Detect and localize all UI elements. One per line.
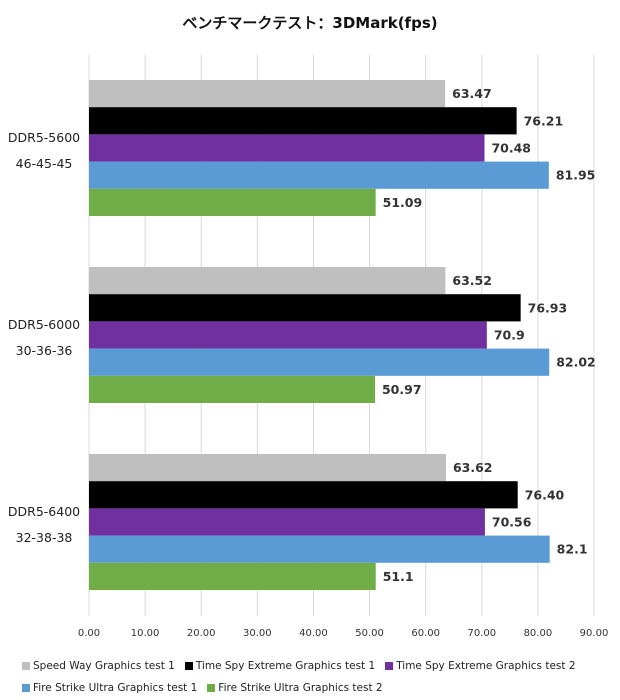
chart-title: ベンチマークテスト：3DMark(fps) bbox=[182, 14, 438, 32]
category-label: 30-36-36 bbox=[16, 343, 73, 358]
legend-label: Speed Way Graphics test 1 bbox=[33, 660, 175, 672]
legend-row: Fire Strike Ultra Graphics test 1 Fire St… bbox=[22, 677, 612, 699]
bar bbox=[89, 161, 549, 189]
bar bbox=[89, 481, 518, 509]
legend-label: Fire Strike Ultra Graphics test 1 bbox=[33, 682, 198, 694]
x-tick-label: 40.00 bbox=[299, 628, 328, 639]
legend-swatch bbox=[22, 684, 30, 692]
x-tick-label: 10.00 bbox=[131, 628, 160, 639]
legend: Speed Way Graphics test 1 Time Spy Extrem… bbox=[22, 655, 612, 699]
data-label: 81.95 bbox=[556, 168, 596, 183]
legend-item: Time Spy Extreme Graphics test 2 bbox=[385, 660, 576, 672]
data-label: 70.48 bbox=[491, 141, 531, 156]
bar bbox=[89, 294, 521, 322]
legend-row: Speed Way Graphics test 1 Time Spy Extrem… bbox=[22, 655, 612, 677]
legend-item: Time Spy Extreme Graphics test 1 bbox=[184, 660, 376, 672]
legend-item: Speed Way Graphics test 1 bbox=[22, 660, 175, 672]
bar bbox=[89, 134, 485, 162]
x-tick-label: 20.00 bbox=[187, 628, 216, 639]
data-label: 70.9 bbox=[494, 328, 525, 343]
data-label: 63.52 bbox=[452, 273, 492, 288]
data-label: 63.62 bbox=[453, 460, 493, 475]
legend-label: Time Spy Extreme Graphics test 1 bbox=[195, 660, 376, 672]
data-label: 50.97 bbox=[382, 382, 422, 397]
bar bbox=[89, 107, 517, 135]
bar bbox=[89, 267, 446, 295]
legend-item: Fire Strike Ultra Graphics test 1 bbox=[22, 682, 197, 694]
bar bbox=[89, 375, 375, 403]
data-label: 76.93 bbox=[528, 300, 568, 315]
bar bbox=[89, 535, 550, 563]
bars bbox=[89, 80, 550, 590]
x-tick-label: 50.00 bbox=[355, 628, 384, 639]
x-tick-label: 60.00 bbox=[411, 628, 440, 639]
bar bbox=[89, 321, 487, 349]
x-tick-label: 30.00 bbox=[243, 628, 272, 639]
bar bbox=[89, 80, 446, 108]
x-axis-ticks: 0.00 10.00 20.00 30.00 40.00 50.00 60.00 70.00 8… bbox=[78, 628, 608, 639]
category-labels: DDR5-5600 46-45-45 DDR5-6000 30-36-36 DDR5-6… bbox=[8, 130, 80, 545]
bar bbox=[89, 508, 485, 536]
legend-swatch bbox=[385, 662, 394, 670]
x-tick-label: 80.00 bbox=[524, 628, 553, 639]
legend-label: Time Spy Extreme Graphics test 2 bbox=[396, 660, 576, 672]
bar bbox=[89, 562, 376, 590]
category-label: DDR5-6400 bbox=[8, 504, 80, 519]
legend-item: Fire Strike Ultra Graphics test 2 bbox=[207, 682, 383, 694]
data-label: 82.02 bbox=[556, 355, 596, 370]
category-label: 46-45-45 bbox=[16, 156, 73, 171]
category-label: 32-38-38 bbox=[16, 530, 73, 545]
data-label: 51.09 bbox=[383, 195, 423, 210]
category-label: DDR5-5600 bbox=[8, 130, 80, 145]
data-label: 76.21 bbox=[524, 113, 564, 128]
data-label: 63.47 bbox=[452, 86, 492, 101]
data-label: 70.56 bbox=[492, 515, 532, 530]
data-label: 76.40 bbox=[525, 487, 565, 502]
legend-swatch bbox=[22, 662, 30, 670]
legend-label: Fire Strike Ultra Graphics test 2 bbox=[218, 682, 383, 694]
bar bbox=[89, 348, 550, 376]
category-label: DDR5-6000 bbox=[8, 317, 80, 332]
data-label: 51.1 bbox=[383, 569, 414, 584]
legend-swatch bbox=[184, 662, 193, 670]
data-label: 82.1 bbox=[557, 542, 588, 557]
x-tick-label: 70.00 bbox=[467, 628, 496, 639]
x-tick-label: 0.00 bbox=[78, 628, 100, 639]
x-tick-label: 90.00 bbox=[580, 628, 609, 639]
bar bbox=[89, 454, 446, 482]
legend-swatch bbox=[207, 684, 216, 692]
bar bbox=[89, 188, 376, 216]
